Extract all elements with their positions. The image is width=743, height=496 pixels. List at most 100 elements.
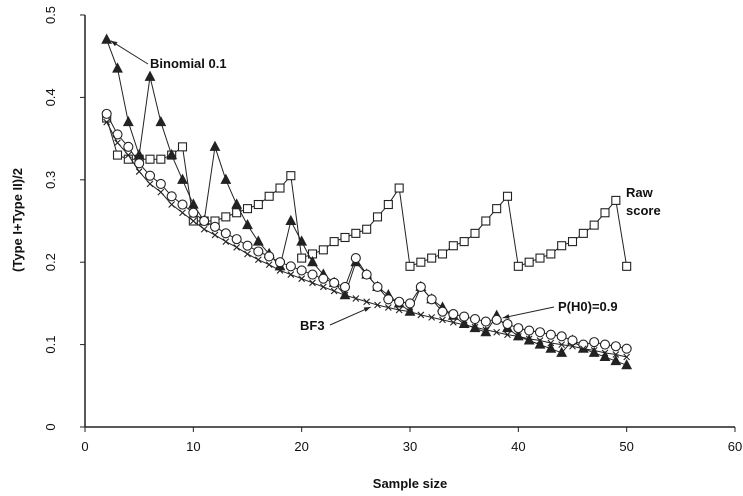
x-marker (265, 261, 273, 269)
x-marker (449, 318, 457, 326)
square-marker (253, 199, 263, 210)
x-marker (439, 316, 446, 324)
triangle-marker (307, 256, 318, 267)
circle-marker (448, 309, 459, 320)
square-marker (112, 150, 123, 160)
x-marker (157, 188, 165, 196)
square-marker (362, 224, 372, 234)
square-marker (416, 257, 426, 267)
x-marker (298, 275, 306, 283)
square-marker (470, 228, 480, 238)
circle-marker (166, 191, 177, 202)
triangle-marker (599, 350, 611, 362)
triangle-marker (610, 354, 622, 366)
triangle-marker (220, 173, 232, 184)
circle-marker (426, 294, 437, 305)
y-tick-label: 0.1 (43, 336, 58, 354)
square-marker (242, 204, 253, 214)
x-marker (406, 308, 414, 316)
square-marker (221, 212, 231, 222)
square-marker (502, 191, 513, 201)
arrow-head (363, 307, 371, 312)
triangle-marker (252, 235, 264, 246)
x-marker (222, 238, 230, 245)
square-marker (394, 183, 404, 193)
circle-marker (545, 329, 556, 340)
x-marker (103, 118, 111, 126)
triangle-marker (166, 148, 178, 160)
triangle-marker (242, 218, 253, 230)
x-marker (384, 304, 392, 311)
circle-marker (534, 327, 546, 338)
x-tick-label: 30 (403, 439, 417, 454)
square-marker (535, 253, 545, 263)
y-tick-label: 0.2 (43, 253, 58, 271)
circle-marker (264, 251, 275, 262)
square-marker (264, 191, 274, 201)
x-tick-label: 20 (294, 439, 308, 454)
annotation: BF3 (300, 318, 325, 333)
square-marker (340, 232, 350, 243)
circle-marker (209, 221, 221, 232)
x-marker (395, 306, 403, 314)
square-marker (600, 208, 610, 218)
x-marker (135, 168, 143, 175)
circle-marker (361, 269, 372, 280)
circle-marker (513, 323, 524, 334)
circle-marker (329, 277, 340, 288)
square-marker (481, 216, 491, 226)
circle-marker (567, 335, 578, 346)
circle-marker (404, 298, 416, 309)
circle-marker (599, 339, 611, 350)
x-marker (200, 225, 208, 233)
square-marker (156, 154, 166, 164)
triangle-marker (556, 346, 568, 357)
triangle-marker (621, 359, 633, 370)
x-marker (211, 231, 219, 239)
square-marker (427, 253, 437, 263)
triangle-marker (133, 148, 145, 160)
x-marker (569, 342, 576, 350)
triangle-marker (209, 140, 221, 151)
circle-marker (339, 281, 351, 292)
x-marker (276, 267, 284, 274)
circle-marker (199, 215, 210, 227)
square-marker (372, 212, 383, 222)
x-tick-label: 50 (619, 439, 633, 454)
x-marker (547, 339, 555, 347)
y-axis-label: (Type I+Type II)/2 (10, 168, 25, 272)
square-marker (318, 245, 328, 255)
circle-marker (459, 311, 470, 322)
circle-marker (253, 246, 264, 257)
annotation-arrow (110, 40, 149, 65)
square-marker (286, 171, 296, 181)
circle-marker (177, 199, 188, 210)
square-marker (383, 199, 393, 210)
triangle-marker (122, 115, 134, 127)
x-marker (558, 341, 566, 348)
x-tick-label: 40 (511, 439, 525, 454)
circle-marker (502, 318, 513, 330)
triangle-marker (534, 338, 546, 349)
x-marker (460, 321, 468, 329)
triangle-marker (231, 198, 243, 209)
square-marker (567, 237, 578, 247)
triangle-marker (155, 115, 167, 127)
circle-marker (285, 261, 296, 272)
annotation-arrow (329, 306, 371, 326)
square-marker (177, 142, 188, 152)
x-marker (287, 271, 295, 278)
x-marker (114, 139, 121, 147)
circle-marker (220, 228, 231, 239)
x-marker (330, 287, 338, 295)
square-marker (145, 154, 155, 164)
x-marker (254, 256, 262, 264)
square-marker (448, 241, 458, 251)
y-tick-label: 0.3 (43, 171, 58, 189)
circle-marker (469, 314, 481, 325)
x-marker (309, 279, 316, 287)
x-tick-label: 60 (728, 439, 742, 454)
x-marker (417, 311, 425, 319)
triangle-marker (144, 70, 156, 81)
